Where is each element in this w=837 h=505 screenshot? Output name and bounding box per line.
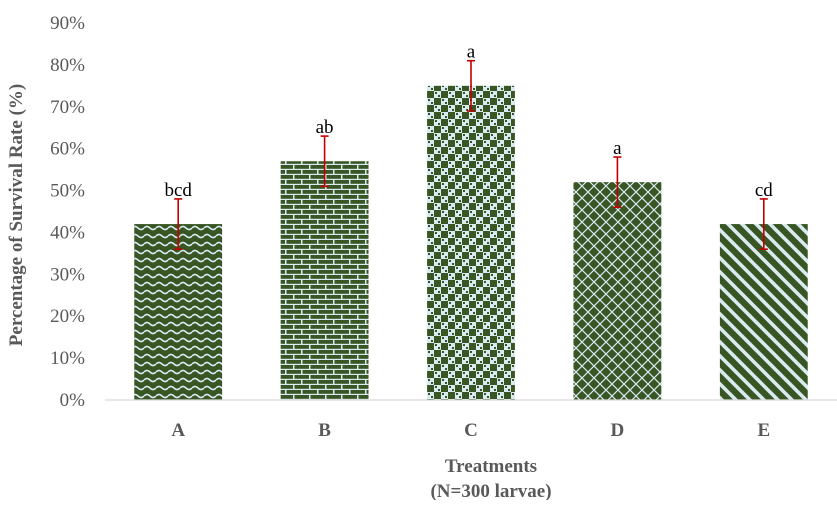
y-tick-label: 70% xyxy=(50,97,85,118)
y-axis-ticks: 0% 10% 20% 30% 40% 50% 60% 70% 80% 90% xyxy=(50,13,85,411)
x-tick-label-a: A xyxy=(171,420,185,441)
bar-b xyxy=(280,161,369,400)
data-label-c: a xyxy=(467,42,476,63)
bar-e xyxy=(719,224,808,400)
x-tick-label-e: E xyxy=(757,420,770,441)
y-tick-label: 80% xyxy=(50,55,85,76)
y-tick-label: 90% xyxy=(50,13,85,34)
y-tick-label: 0% xyxy=(60,390,86,411)
data-label-a: bcd xyxy=(164,180,192,201)
bar-a xyxy=(134,224,223,400)
bar-c xyxy=(427,85,515,400)
x-axis-categories: A B C D E xyxy=(171,420,770,441)
data-label-b: ab xyxy=(316,117,334,138)
y-tick-label: 40% xyxy=(50,222,85,243)
error-bars xyxy=(174,59,768,250)
data-label-e: cd xyxy=(755,180,773,201)
y-tick-label: 60% xyxy=(50,139,85,160)
x-tick-label-d: D xyxy=(611,420,625,441)
x-axis-title-line-2: (N=300 larvae) xyxy=(430,481,551,500)
y-tick-label: 20% xyxy=(50,306,85,327)
x-axis-title-line-1: Treatments xyxy=(445,456,537,477)
x-tick-label-b: B xyxy=(318,420,331,441)
y-axis-title: Percentage of Survival Rate (%) xyxy=(6,84,27,346)
y-tick-label: 30% xyxy=(50,264,85,285)
y-tick-label: 50% xyxy=(50,181,85,202)
bar-d xyxy=(573,182,662,400)
bars xyxy=(134,85,808,400)
y-tick-label: 10% xyxy=(50,348,85,369)
data-label-d: a xyxy=(613,138,622,159)
data-labels: bcd ab a a cd xyxy=(164,42,773,201)
x-tick-label-c: C xyxy=(464,420,478,441)
